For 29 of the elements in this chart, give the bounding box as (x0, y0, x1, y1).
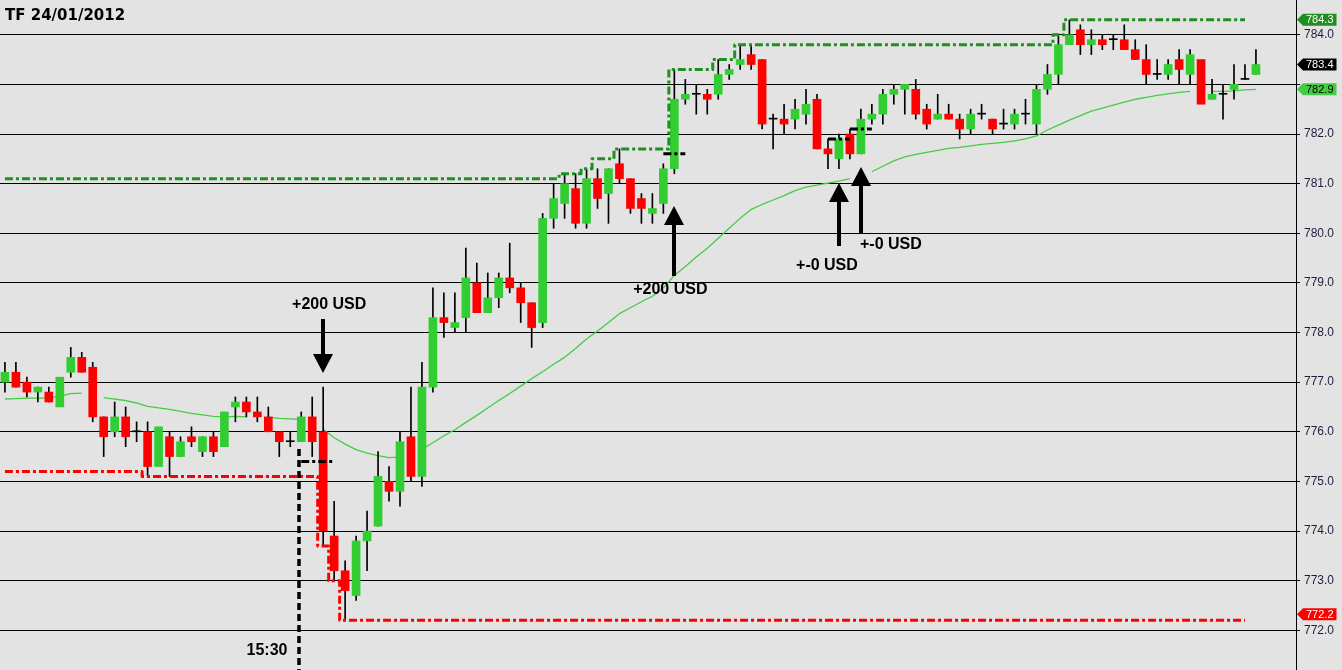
y-tick-label: 775.0 (1304, 473, 1335, 488)
y-tick-label: 776.0 (1304, 424, 1335, 439)
y-tick-label: 781.0 (1304, 175, 1335, 190)
candlestick (1240, 64, 1250, 80)
y-tick-label: 777.0 (1304, 374, 1335, 389)
y-tick-label: 784.0 (1304, 27, 1335, 42)
annotation: +-0 USD (859, 234, 922, 253)
candlestick (702, 89, 712, 115)
y-tick-label: 778.0 (1304, 324, 1335, 339)
text: 782.9 (1306, 82, 1334, 95)
y-tick-label: 772.0 (1304, 622, 1335, 637)
candlestick (1196, 59, 1206, 105)
text: 784.3 (1306, 13, 1334, 26)
y-tick-label: 773.0 (1304, 572, 1335, 587)
y-tick-label: 774.0 (1304, 523, 1335, 538)
chart-title: TF 24/01/2012 (5, 6, 126, 24)
candlestick (933, 93, 943, 120)
text: 772.2 (1306, 607, 1334, 620)
y-tick-label: 780.0 (1304, 225, 1335, 240)
annotation: +-0 USD (796, 255, 858, 274)
annotation: 15:30 (246, 641, 288, 659)
candlestick (55, 376, 65, 408)
text: 783.4 (1306, 58, 1334, 71)
candlestick (1152, 59, 1162, 80)
annotation: +200 USD (292, 295, 367, 314)
candlestick (154, 426, 163, 467)
candlestick (220, 411, 229, 447)
y-tick-label: 779.0 (1304, 275, 1335, 290)
y-tick-label: 782.0 (1304, 126, 1335, 141)
